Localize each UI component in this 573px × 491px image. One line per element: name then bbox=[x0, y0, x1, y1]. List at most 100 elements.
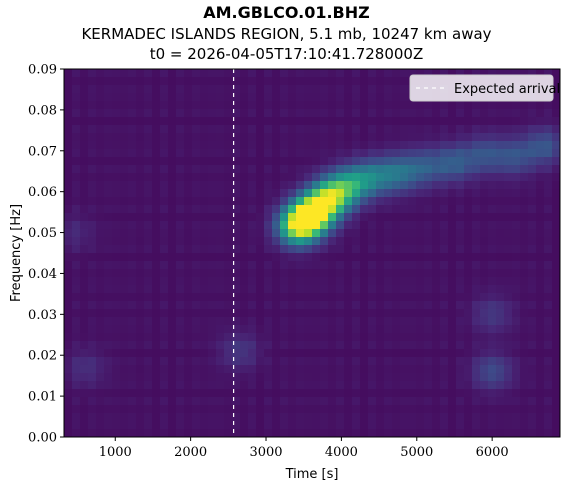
heatmap-cell bbox=[280, 205, 289, 214]
heatmap-cell bbox=[352, 389, 361, 398]
heatmap-cell bbox=[456, 309, 465, 318]
heatmap-cell bbox=[264, 421, 273, 430]
heatmap-cell bbox=[328, 261, 337, 270]
heatmap-cell bbox=[176, 85, 185, 94]
heatmap-cell bbox=[192, 293, 201, 302]
heatmap-cell bbox=[328, 77, 337, 86]
heatmap-cell bbox=[184, 149, 193, 158]
heatmap-cell bbox=[296, 285, 305, 294]
heatmap-cell bbox=[488, 101, 497, 110]
heatmap-cell bbox=[256, 93, 265, 102]
heatmap-cell bbox=[480, 397, 489, 406]
heatmap-cell bbox=[408, 229, 417, 238]
heatmap-cell bbox=[88, 141, 97, 150]
heatmap-cell bbox=[288, 389, 297, 398]
heatmap-cell bbox=[352, 149, 361, 158]
heatmap-cell bbox=[144, 293, 153, 302]
heatmap-cell bbox=[400, 181, 409, 190]
heatmap-cell bbox=[112, 181, 121, 190]
heatmap-cell bbox=[496, 69, 505, 78]
heatmap-cell bbox=[520, 421, 529, 430]
heatmap-cell bbox=[184, 429, 193, 437]
heatmap-cell bbox=[424, 197, 433, 206]
heatmap-cell bbox=[504, 189, 513, 198]
heatmap-cell bbox=[264, 69, 273, 78]
heatmap-cell bbox=[208, 125, 217, 134]
heatmap-cell bbox=[336, 429, 345, 437]
heatmap-cell bbox=[72, 341, 81, 350]
heatmap-cell bbox=[552, 413, 560, 422]
heatmap-cell bbox=[384, 165, 393, 174]
heatmap-cell bbox=[280, 269, 289, 278]
heatmap-cell bbox=[176, 237, 185, 246]
heatmap-cell bbox=[488, 157, 497, 166]
heatmap-cell bbox=[104, 349, 113, 358]
heatmap-cell bbox=[360, 397, 369, 406]
heatmap-cell bbox=[152, 293, 161, 302]
heatmap-cell bbox=[232, 373, 241, 382]
heatmap-cell bbox=[504, 429, 513, 437]
heatmap-cell bbox=[512, 165, 521, 174]
heatmap-cell bbox=[112, 365, 121, 374]
heatmap-cell bbox=[472, 373, 481, 382]
heatmap-cell bbox=[336, 197, 345, 206]
heatmap-cell bbox=[328, 93, 337, 102]
heatmap-cell bbox=[488, 173, 497, 182]
heatmap-cell bbox=[192, 189, 201, 198]
heatmap-cell bbox=[320, 405, 329, 414]
heatmap-cell bbox=[544, 101, 553, 110]
heatmap-cell bbox=[216, 373, 225, 382]
heatmap-cell bbox=[472, 69, 481, 78]
heatmap-cell bbox=[392, 221, 401, 230]
heatmap-cell bbox=[64, 397, 73, 406]
heatmap-cell bbox=[528, 253, 537, 262]
heatmap-cell bbox=[328, 285, 337, 294]
heatmap-cell bbox=[352, 205, 361, 214]
heatmap-cell bbox=[552, 157, 560, 166]
heatmap-cell bbox=[504, 373, 513, 382]
heatmap-cell bbox=[472, 101, 481, 110]
heatmap-cell bbox=[376, 213, 385, 222]
heatmap-cell bbox=[488, 365, 497, 374]
heatmap-cell bbox=[488, 149, 497, 158]
heatmap-cell bbox=[480, 125, 489, 134]
heatmap-cell bbox=[232, 253, 241, 262]
heatmap-cell bbox=[528, 245, 537, 254]
heatmap-cell bbox=[424, 253, 433, 262]
heatmap-cell bbox=[432, 277, 441, 286]
heatmap-cell bbox=[368, 229, 377, 238]
heatmap-cell bbox=[464, 349, 473, 358]
heatmap-cell bbox=[224, 245, 233, 254]
heatmap-cell bbox=[392, 293, 401, 302]
heatmap-cell bbox=[168, 141, 177, 150]
heatmap-cell bbox=[544, 149, 553, 158]
heatmap-cell bbox=[216, 109, 225, 118]
heatmap-cell bbox=[248, 413, 257, 422]
heatmap-cell bbox=[280, 309, 289, 318]
heatmap-cell bbox=[384, 261, 393, 270]
heatmap-cell bbox=[336, 413, 345, 422]
heatmap-cell bbox=[224, 285, 233, 294]
heatmap-cell bbox=[376, 181, 385, 190]
heatmap-cell bbox=[136, 269, 145, 278]
heatmap-cell bbox=[96, 173, 105, 182]
heatmap-cell bbox=[464, 421, 473, 430]
heatmap-cell bbox=[512, 357, 521, 366]
heatmap-cell bbox=[480, 293, 489, 302]
heatmap-cell bbox=[544, 325, 553, 334]
heatmap-cell bbox=[312, 253, 321, 262]
heatmap-cell bbox=[360, 269, 369, 278]
heatmap-cell bbox=[144, 389, 153, 398]
heatmap-cell bbox=[480, 285, 489, 294]
heatmap-cell bbox=[336, 373, 345, 382]
heatmap-cell bbox=[432, 349, 441, 358]
heatmap-cell bbox=[120, 357, 129, 366]
heatmap-cell bbox=[264, 221, 273, 230]
heatmap-cell bbox=[152, 397, 161, 406]
heatmap-cell bbox=[184, 285, 193, 294]
heatmap-cell bbox=[488, 133, 497, 142]
heatmap-cell bbox=[448, 189, 457, 198]
heatmap-cell bbox=[256, 149, 265, 158]
heatmap-cell bbox=[200, 229, 209, 238]
heatmap-cell bbox=[272, 165, 281, 174]
